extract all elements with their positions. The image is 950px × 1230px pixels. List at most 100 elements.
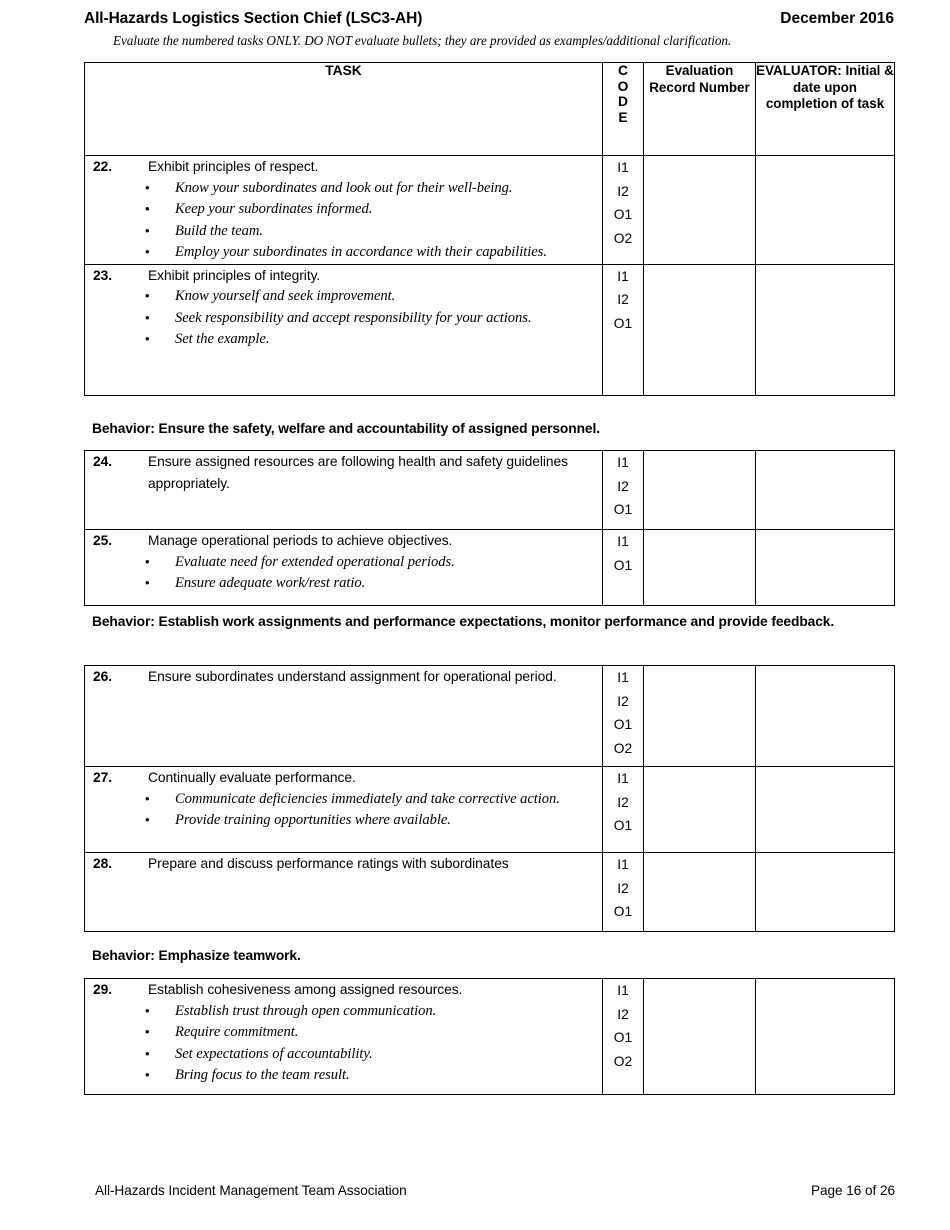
- code-value: I1: [617, 771, 629, 786]
- behavior-heading: Behavior: Establish work assignments and…: [92, 614, 835, 629]
- evaluation-record-number-cell[interactable]: [643, 155, 756, 265]
- task-bullet-item: Set expectations of accountability.: [85, 1043, 602, 1066]
- code-value: O1: [613, 717, 633, 732]
- code-value: I1: [617, 983, 629, 998]
- code-value: I1: [617, 857, 629, 872]
- task-bullet-list: Establish trust through open communicati…: [85, 1000, 602, 1087]
- evaluator-initial-date-cell[interactable]: [755, 529, 895, 606]
- task-cell: 29. Establish cohesiveness among assigned…: [84, 978, 603, 1095]
- task-description: 28. Prepare and discuss performance ratin…: [85, 853, 602, 875]
- evaluator-initial-date-cell[interactable]: [755, 766, 895, 853]
- task-number: 28.: [93, 856, 113, 871]
- evaluation-record-number-cell[interactable]: [643, 665, 756, 767]
- task-bullet-list: Know your subordinates and look out for …: [85, 177, 602, 264]
- code-value: I2: [617, 693, 629, 709]
- document-title: All-Hazards Logistics Section Chief (LSC…: [84, 10, 423, 27]
- code-cell: I1 O1: [602, 529, 644, 606]
- task-bullet-item: Provide training opportunities where ava…: [85, 809, 602, 832]
- task-bullet-item: Seek responsibility and accept responsib…: [85, 307, 602, 330]
- task-table: TASK C O D E Evaluation Record Number EVALUATO…: [84, 62, 895, 396]
- code-cell: I1 I2 O1: [602, 450, 644, 530]
- table-row: 26. Ensure subordinates understand assign…: [84, 665, 895, 767]
- evaluation-record-number-cell[interactable]: [643, 852, 756, 932]
- code-value: I1: [617, 160, 629, 175]
- table-row: 28. Prepare and discuss performance ratin…: [84, 852, 895, 932]
- code-value: I2: [617, 880, 629, 896]
- code-value: I2: [617, 794, 629, 810]
- code-value: I2: [617, 183, 629, 199]
- behavior-heading: Behavior: Ensure the safety, welfare and…: [92, 421, 600, 436]
- evaluation-record-number-cell[interactable]: [643, 263, 756, 396]
- behavior-heading: Behavior: Emphasize teamwork.: [92, 948, 301, 963]
- code-value: O1: [613, 502, 633, 517]
- code-header-letter: E: [618, 109, 628, 125]
- task-description: 26. Ensure subordinates understand assign…: [85, 666, 602, 688]
- task-description: 29. Establish cohesiveness among assigned…: [85, 979, 602, 1001]
- code-value: O1: [613, 557, 633, 573]
- table-row: 27.Continually evaluate performance.Comm…: [84, 766, 895, 853]
- code-value: O2: [613, 740, 633, 756]
- task-cell: 23.Exhibit principles of integrity.Know …: [84, 263, 603, 396]
- evaluator-initial-date-cell[interactable]: [755, 665, 895, 767]
- evaluation-record-number-cell[interactable]: [643, 766, 756, 853]
- task-number: 27.: [93, 770, 113, 785]
- task-number: 25.: [93, 533, 113, 548]
- code-value: I2: [617, 478, 629, 494]
- evaluator-initial-date-cell[interactable]: [755, 852, 895, 932]
- task-description: 23. Exhibit principles of integrity.: [85, 265, 602, 287]
- table-row: 22.Exhibit principles of respect.Know yo…: [84, 155, 895, 265]
- task-cell: 25. Manage operational periods to achieve…: [84, 529, 603, 606]
- code-value: I2: [617, 292, 629, 307]
- column-header-task: TASK: [84, 62, 603, 156]
- task-table: 24. Ensure assigned resources are followi…: [84, 450, 895, 606]
- task-table: 26. Ensure subordinates understand assign…: [84, 665, 895, 932]
- task-bullet-item: Establish trust through open communicati…: [85, 1000, 602, 1023]
- evaluator-initial-date-cell[interactable]: [755, 263, 895, 396]
- task-number: 22.: [93, 159, 113, 174]
- code-value: O1: [613, 315, 633, 331]
- code-value: O2: [613, 230, 633, 246]
- code-value: O1: [613, 818, 633, 833]
- document-footer: All-Hazards Incident Management Team Ass…: [95, 1183, 895, 1198]
- evaluation-record-number-cell[interactable]: [643, 529, 756, 606]
- task-cell: 28. Prepare and discuss performance ratin…: [84, 852, 603, 932]
- footer-organization: All-Hazards Incident Management Team Ass…: [95, 1183, 407, 1198]
- evaluator-initial-date-cell[interactable]: [755, 450, 895, 530]
- task-number: 29.: [93, 982, 113, 997]
- task-cell: 26. Ensure subordinates understand assign…: [84, 665, 603, 767]
- task-number: 26.: [93, 669, 113, 684]
- code-value: I1: [617, 455, 629, 470]
- evaluation-record-number-cell[interactable]: [643, 978, 756, 1095]
- code-value: O2: [613, 1053, 633, 1069]
- code-header-letter: D: [618, 94, 628, 109]
- task-description: 27. Continually evaluate performance.: [85, 767, 602, 789]
- task-bullet-item: Evaluate need for extended operational p…: [85, 551, 602, 574]
- evaluation-record-number-cell[interactable]: [643, 450, 756, 530]
- code-cell: I1 I2 O1: [602, 766, 644, 853]
- code-cell: I1 I2 O1 O2: [602, 155, 644, 265]
- code-value: I2: [617, 1006, 629, 1022]
- task-bullet-item: Know your subordinates and look out for …: [85, 177, 602, 200]
- code-value: I1: [617, 268, 629, 284]
- table-header-row: TASK C O D E Evaluation Record Number EVALUATO…: [84, 62, 895, 156]
- task-description: 22. Exhibit principles of respect.: [85, 156, 602, 178]
- task-table: 29. Establish cohesiveness among assigned…: [84, 978, 895, 1095]
- code-value: I1: [617, 534, 629, 549]
- evaluator-initial-date-cell[interactable]: [755, 155, 895, 265]
- evaluator-initial-date-cell[interactable]: [755, 978, 895, 1095]
- task-bullet-item: Bring focus to the team result.: [85, 1064, 602, 1087]
- document-header: All-Hazards Logistics Section Chief (LSC…: [84, 10, 894, 28]
- task-bullet-list: Know yourself and seek improvement.Seek …: [85, 285, 602, 351]
- task-bullet-item: Keep your subordinates informed.: [85, 198, 602, 221]
- code-value: O1: [613, 1030, 633, 1045]
- task-cell: 24. Ensure assigned resources are followi…: [84, 450, 603, 530]
- table-row: 23.Exhibit principles of integrity.Know …: [84, 263, 895, 396]
- code-value: O1: [613, 904, 633, 919]
- task-bullet-item: Know yourself and seek improvement.: [85, 285, 602, 308]
- task-description: 25. Manage operational periods to achieve…: [85, 530, 602, 552]
- code-cell: I1 I2 O1 O2: [602, 665, 644, 767]
- task-bullet-item: Require commitment.: [85, 1021, 602, 1044]
- table-row: 24. Ensure assigned resources are followi…: [84, 450, 895, 530]
